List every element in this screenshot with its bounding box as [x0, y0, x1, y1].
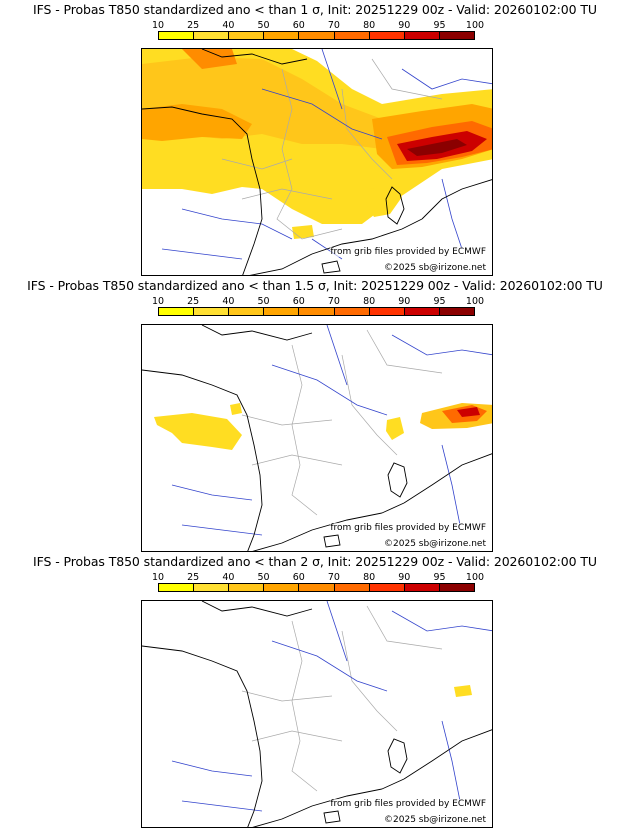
- colorbar-bin: [334, 584, 370, 591]
- colorbar-tick-labels: 10 25 40 50 60 70 80 90 95 100: [152, 296, 484, 307]
- colorbar-bin: [299, 32, 335, 39]
- copyright: ©2025 sb@irizone.net: [384, 263, 486, 273]
- colorbar-tick-labels: 10 25 40 50 60 70 80 90 95 100: [152, 20, 484, 31]
- colorbar-bin: [229, 32, 265, 39]
- colorbar: [158, 31, 475, 40]
- colorbar-bin: [369, 32, 405, 39]
- country-borders: [241, 329, 443, 516]
- colorbar-tick: 80: [363, 20, 376, 31]
- country-borders: [221, 58, 443, 240]
- country-borders: [241, 605, 443, 792]
- colorbar-tick: 25: [187, 20, 200, 31]
- colorbar-tick: 10: [151, 572, 165, 583]
- colorbar-bin: [159, 308, 195, 315]
- colorbar-tick: 100: [465, 572, 485, 583]
- colorbar-bin: [439, 584, 474, 591]
- colorbar-bin: [404, 584, 440, 591]
- map-panel-1-5-sigma: IFS - Probas T850 standardized ano < tha…: [0, 276, 630, 552]
- colorbar-tick: 100: [465, 20, 485, 31]
- colorbar-tick: 10: [151, 20, 165, 31]
- colorbar-tick: 60: [292, 20, 305, 31]
- map-drawing: [142, 49, 492, 275]
- colorbar-bin: [299, 584, 335, 591]
- source-credit: from grib files provided by ECMWF: [330, 247, 486, 257]
- colorbar-tick: 40: [222, 572, 235, 583]
- rivers: [161, 49, 492, 260]
- colorbar-tick: 40: [222, 20, 235, 31]
- colorbar-bin: [264, 584, 300, 591]
- colorbar-bin: [404, 32, 440, 39]
- colorbar-bin: [439, 308, 474, 315]
- map-drawing: [142, 601, 492, 827]
- coastline: [142, 49, 492, 275]
- source-credit: from grib files provided by ECMWF: [330, 523, 486, 533]
- copyright: ©2025 sb@irizone.net: [384, 815, 486, 825]
- copyright: ©2025 sb@irizone.net: [384, 539, 486, 549]
- colorbar-bin: [439, 32, 474, 39]
- colorbar-tick: 50: [257, 572, 270, 583]
- colorbar-tick: 25: [187, 296, 200, 307]
- colorbar-bin: [194, 584, 230, 591]
- colorbar-bin: [369, 308, 405, 315]
- colorbar-bin: [229, 308, 265, 315]
- rivers: [171, 601, 492, 812]
- probability-shading: [142, 49, 492, 239]
- colorbar-tick: 80: [363, 296, 376, 307]
- map-panel-2-sigma: IFS - Probas T850 standardized ano < tha…: [0, 552, 630, 828]
- colorbar-bin: [194, 32, 230, 39]
- colorbar: [158, 307, 475, 316]
- colorbar-tick: 70: [327, 296, 340, 307]
- map-drawing: [142, 325, 492, 551]
- source-credit: from grib files provided by ECMWF: [330, 799, 486, 809]
- colorbar-bin: [159, 32, 195, 39]
- colorbar-tick: 25: [187, 572, 200, 583]
- colorbar-tick-labels: 10 25 40 50 60 70 80 90 95 100: [152, 572, 484, 583]
- colorbar-tick: 10: [151, 296, 165, 307]
- panel-title: IFS - Probas T850 standardized ano < tha…: [27, 278, 603, 293]
- colorbar-tick: 40: [222, 296, 235, 307]
- probability-map: from grib files provided by ECMWF ©2025 …: [141, 324, 493, 552]
- panel-title: IFS - Probas T850 standardized ano < tha…: [33, 554, 597, 569]
- colorbar-bin: [159, 584, 195, 591]
- colorbar-bin: [334, 308, 370, 315]
- colorbar-tick: 80: [363, 572, 376, 583]
- rivers: [171, 325, 492, 536]
- colorbar-tick: 60: [292, 296, 305, 307]
- probability-shading: [454, 685, 472, 697]
- probability-shading: [154, 403, 492, 450]
- colorbar-bin: [229, 584, 265, 591]
- coastline: [142, 601, 492, 827]
- colorbar-bin: [369, 584, 405, 591]
- colorbar-tick: 70: [327, 572, 340, 583]
- colorbar-tick: 95: [433, 572, 446, 583]
- colorbar-bin: [334, 32, 370, 39]
- colorbar-bin: [264, 308, 300, 315]
- colorbar-tick: 100: [465, 296, 485, 307]
- colorbar: [158, 583, 475, 592]
- colorbar-bin: [299, 308, 335, 315]
- colorbar-tick: 90: [398, 572, 411, 583]
- colorbar-tick: 90: [398, 20, 411, 31]
- colorbar-tick: 60: [292, 572, 305, 583]
- coastline: [142, 325, 492, 551]
- probability-map: from grib files provided by ECMWF ©2025 …: [141, 48, 493, 276]
- colorbar-bin: [404, 308, 440, 315]
- probability-map: from grib files provided by ECMWF ©2025 …: [141, 600, 493, 828]
- colorbar-bin: [264, 32, 300, 39]
- colorbar-tick: 95: [433, 296, 446, 307]
- colorbar-tick: 95: [433, 20, 446, 31]
- colorbar-bin: [194, 308, 230, 315]
- colorbar-tick: 90: [398, 296, 411, 307]
- panel-title: IFS - Probas T850 standardized ano < tha…: [33, 2, 597, 17]
- colorbar-tick: 50: [257, 20, 270, 31]
- colorbar-tick: 70: [327, 20, 340, 31]
- map-panel-1-sigma: IFS - Probas T850 standardized ano < tha…: [0, 0, 630, 276]
- colorbar-tick: 50: [257, 296, 270, 307]
